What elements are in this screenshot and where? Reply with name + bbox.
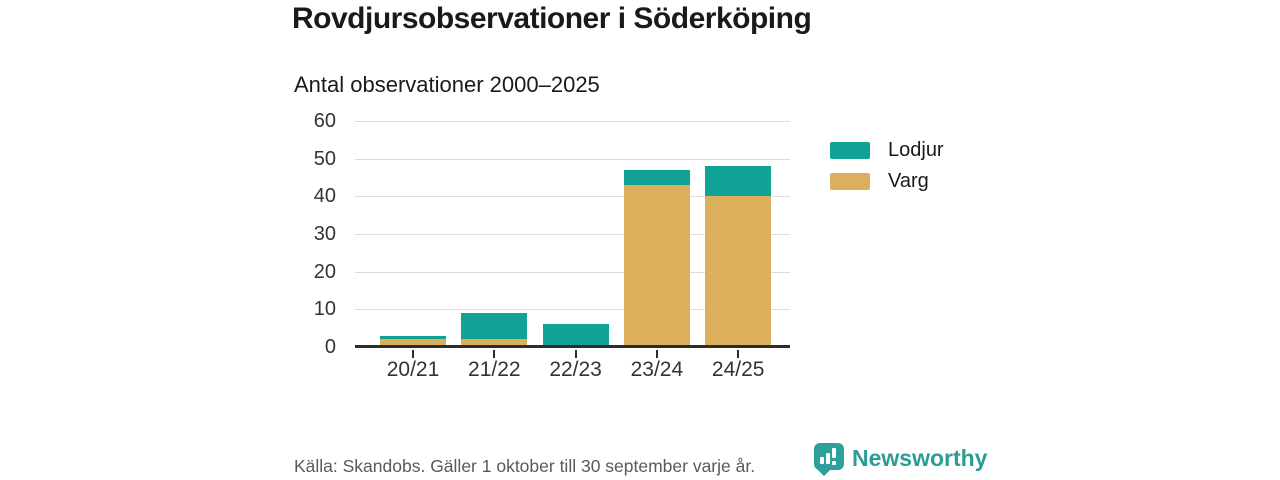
bar-segment-varg-23-24 <box>623 185 690 347</box>
x-axis-labels: 20/21 21/22 22/23 23/24 24/25 <box>355 357 790 383</box>
x-tick-label: 24/25 <box>711 358 765 381</box>
x-tick-label: 22/23 <box>549 358 602 381</box>
chart-subtitle: Antal observationer 2000–2025 <box>294 72 600 97</box>
gridline <box>355 271 790 273</box>
x-axis-tick <box>493 350 496 358</box>
y-tick-label: 30 <box>313 223 336 245</box>
x-axis-tick <box>655 350 658 358</box>
y-tick-label: 10 <box>313 298 336 321</box>
x-axis-tick <box>412 350 414 358</box>
bar-segment-varg-21-22 <box>461 339 528 347</box>
gridline <box>355 196 790 198</box>
logo-bar-icon <box>820 457 824 464</box>
x-axis-tick <box>574 350 577 358</box>
legend-label: Lodjur <box>888 139 944 161</box>
bar-segment-lodjur-22-23 <box>542 324 609 347</box>
bar-segment-lodjur-20-21 <box>380 335 446 340</box>
chart-title: Rovdjursobservationer i Söderköping <box>292 2 812 35</box>
legend-swatch <box>830 173 870 190</box>
bar-segment-lodjur-24-25 <box>705 166 772 197</box>
gridline <box>355 121 790 122</box>
bar-segment-lodjur-21-22 <box>461 313 528 340</box>
newsworthy-brand: Newsworthy <box>814 443 987 477</box>
logo-dot-icon <box>832 460 836 465</box>
x-tick-label: 20/21 <box>386 358 440 381</box>
x-tick-label: 21/22 <box>468 358 521 381</box>
bar-segment-varg-20-21 <box>380 339 446 347</box>
gridline <box>355 234 790 235</box>
legend-item-lodjur: Lodjur <box>830 139 944 161</box>
legend-swatch <box>830 142 870 159</box>
x-axis-tick <box>737 350 740 358</box>
bar-segment-varg-24-25 <box>705 196 772 347</box>
newsworthy-logo-icon <box>814 443 844 477</box>
y-tick-label: 50 <box>313 147 336 170</box>
source-note: Källa: Skandobs. Gäller 1 oktober till 3… <box>294 456 756 476</box>
y-tick-label: 60 <box>313 110 336 132</box>
logo-bar-icon <box>832 448 836 458</box>
legend-label: Varg <box>888 170 929 192</box>
y-tick-label: 0 <box>324 336 336 358</box>
logo-bar-icon <box>826 453 830 464</box>
plot-area <box>355 121 790 358</box>
x-tick-label: 23/24 <box>630 358 684 381</box>
legend: Lodjur Varg <box>830 139 944 204</box>
gridline <box>355 309 790 311</box>
gridline <box>355 158 790 160</box>
y-axis-labels: 0 10 20 30 40 50 60 <box>280 110 346 358</box>
newsworthy-logo-text: Newsworthy <box>852 445 988 471</box>
bar-segment-lodjur-23-24 <box>623 169 690 186</box>
y-tick-label: 20 <box>313 260 336 283</box>
x-axis-line <box>355 345 790 348</box>
legend-item-varg: Varg <box>830 170 944 192</box>
y-tick-label: 40 <box>313 185 336 208</box>
